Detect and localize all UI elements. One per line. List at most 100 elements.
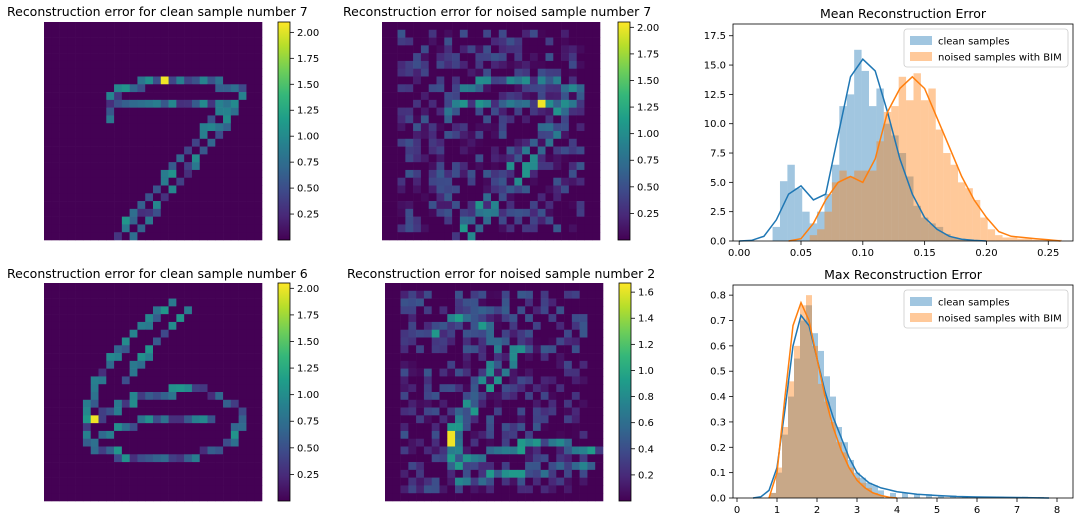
heatmap-cell [444, 45, 453, 54]
heatmap-cell [153, 115, 162, 124]
heatmap-cell [51, 368, 60, 377]
heatmap-cell [532, 283, 542, 292]
heatmap-cell [207, 454, 216, 463]
heatmap-cell [423, 384, 433, 393]
histogram-bar [776, 467, 782, 498]
heatmap-cell [525, 493, 534, 502]
heatmap-cell [532, 438, 542, 447]
heatmap-cell [160, 290, 169, 299]
heatmap-cell [98, 438, 107, 447]
heatmap-cell [59, 45, 68, 54]
heatmap-cell [540, 384, 549, 393]
heatmap-cell [592, 76, 601, 85]
heatmap-cell [385, 462, 394, 471]
heatmap-cell [129, 290, 138, 299]
heatmap-cell [509, 353, 518, 362]
heatmap-cell [595, 384, 604, 393]
heatmap-cell [145, 216, 154, 225]
heatmap-cell [431, 462, 440, 471]
heatmap-cell [467, 37, 476, 46]
heatmap-cell [223, 368, 232, 377]
heatmap-cell [184, 469, 193, 478]
heatmap-cell [75, 99, 84, 108]
heatmap-cell [246, 423, 255, 432]
heatmap-cell [400, 392, 409, 401]
heatmap-cell [529, 60, 539, 70]
heatmap-cell [82, 68, 92, 77]
heatmap-cell [44, 392, 53, 401]
heatmap-cell [145, 399, 154, 408]
heatmap-cell [561, 60, 570, 70]
histogram-bar [920, 100, 929, 241]
heatmap-cell [106, 329, 115, 338]
heatmap-cell [494, 329, 503, 338]
heatmap-cell [160, 493, 169, 502]
heatmap-cell [584, 224, 593, 233]
heatmap-cell [184, 493, 193, 502]
heatmap-cell [82, 321, 92, 331]
heatmap-cell [506, 185, 515, 194]
heatmap-cell [106, 177, 115, 186]
heatmap-cell [494, 407, 503, 416]
heatmap-cell [491, 60, 500, 70]
heatmap-cell [98, 45, 107, 54]
heatmap-cell [553, 177, 562, 186]
heatmap-cell [215, 415, 224, 424]
axes-frame [732, 23, 1074, 242]
heatmap-cell [420, 232, 430, 241]
heatmap-cell [413, 193, 422, 202]
heatmap-cell [405, 76, 414, 85]
heatmap-cell [483, 193, 492, 202]
heatmap-cell [129, 399, 138, 408]
heatmap-cell [436, 107, 445, 116]
heatmap-cell [452, 232, 461, 241]
x-tick-label: 5 [934, 505, 940, 516]
x-tick-label: 3 [854, 505, 860, 516]
heatmap-cell [576, 99, 585, 108]
heatmap-cell [532, 329, 542, 338]
heatmap-cell [584, 185, 593, 194]
heatmap-cell [145, 201, 154, 210]
histogram-bar [935, 226, 944, 241]
heatmap-cell [246, 68, 255, 77]
heatmap-cell [486, 423, 495, 432]
heatmap-cell [389, 224, 398, 233]
heatmap-cell [207, 360, 216, 369]
heatmap-cell [475, 68, 484, 77]
heatmap-cell [571, 493, 580, 502]
heatmap-cell [439, 423, 448, 432]
heatmap-cell [431, 321, 440, 331]
heatmap-cell [579, 283, 588, 292]
heatmap-cell [587, 368, 596, 377]
heatmap-cell [564, 329, 573, 338]
heatmap-cell [568, 131, 577, 140]
heatmap-cell [400, 415, 409, 424]
heatmap-cell [160, 345, 169, 354]
heatmap-cell [75, 353, 84, 362]
heatmap-cell [207, 298, 216, 307]
heatmap-cell [397, 92, 406, 101]
histogram-bar [878, 490, 884, 498]
heatmap-cell [568, 201, 577, 210]
heatmap-cell [595, 345, 604, 354]
heatmap-cell [529, 22, 539, 31]
heatmap-cell [176, 345, 185, 354]
heatmap-cell [455, 493, 464, 502]
heatmap-cell [254, 399, 263, 408]
heatmap-cell [51, 469, 60, 478]
heatmap-cell [405, 92, 414, 101]
heatmap-cell [532, 493, 542, 502]
heatmap-cell [59, 146, 68, 155]
heatmap-cell [529, 216, 539, 225]
heatmap-cell [397, 115, 406, 124]
heatmap-cell [153, 68, 162, 77]
heatmap-cell [467, 115, 476, 124]
heatmap-panel-clean-7: Reconstruction error for clean sample nu… [0, 0, 340, 250]
heatmap-cell [587, 423, 596, 432]
heatmap-cell [121, 298, 130, 307]
histogram-bar [898, 76, 907, 241]
heatmap-cell [382, 224, 391, 233]
heatmap-cell [420, 68, 430, 77]
heatmap-cell [420, 169, 430, 179]
heatmap-cell [486, 399, 495, 408]
